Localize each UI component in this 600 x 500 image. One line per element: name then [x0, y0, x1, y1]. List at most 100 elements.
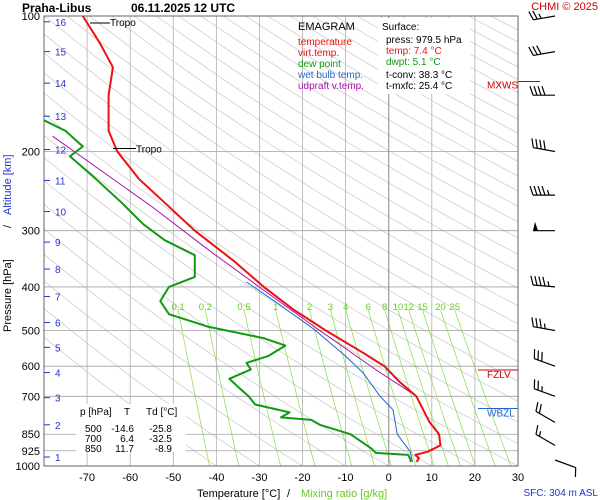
- altitude-tick-label: 3: [55, 394, 61, 405]
- wind-barb-staff: [533, 284, 556, 288]
- wind-barb-feather: [533, 349, 536, 359]
- wind-barb-pennant: [533, 221, 538, 231]
- mixing-ratio-line: [440, 309, 496, 466]
- wind-barb-feather: [574, 467, 577, 478]
- altitude-tick-label: 4: [55, 369, 61, 380]
- series-dew-point: [44, 119, 412, 463]
- dry-adiabat: [133, 16, 518, 255]
- pressure-tick-label: 100: [22, 11, 40, 23]
- altitude-tick-label: 16: [55, 18, 67, 29]
- temperature-tick-label: 0: [386, 472, 392, 484]
- wind-barb: [533, 379, 556, 397]
- legend-wet-bulb: wet bulb temp.: [297, 70, 363, 81]
- mixing-ratio-label: 0.1: [171, 302, 184, 313]
- wind-barbs: [528, 10, 577, 478]
- temperature-tick-label: -60: [122, 472, 138, 484]
- legend-updraft: udpraft v.temp.: [298, 81, 364, 92]
- mixing-ratio-line: [204, 309, 240, 466]
- altitude-tick-label: 7: [55, 293, 61, 304]
- levels-header-td: Td [°C]: [146, 407, 177, 418]
- wind-barb: [530, 275, 556, 288]
- altitude-tick-label: 14: [55, 79, 67, 90]
- temperature-tick-label: 20: [469, 472, 481, 484]
- wind-barb-feather: [533, 379, 536, 389]
- wind-barb-feather: [539, 318, 542, 329]
- mixing-ratio-line: [454, 309, 512, 466]
- pressure-tick-label: 300: [22, 226, 40, 238]
- wind-barb-feather: [529, 185, 534, 196]
- level-markers: MXWS FZLV WBZL Tropo Tropo: [90, 18, 540, 419]
- wind-barb: [531, 138, 556, 153]
- levels-row-td: -32.5: [149, 434, 172, 445]
- mixing-ratio-line: [367, 309, 417, 466]
- temperature-tick-label: -40: [208, 472, 224, 484]
- wind-barb-staff: [554, 459, 576, 469]
- xlabel-separator: /: [287, 488, 291, 500]
- mixing-ratio-label: 6: [366, 302, 371, 313]
- mixing-ratio-line: [408, 309, 461, 466]
- altitude-tick-label: 10: [55, 208, 67, 219]
- wind-barb-half-feather: [547, 281, 550, 287]
- mixing-ratio-label: 12: [404, 302, 415, 313]
- pressure-tick-label: 500: [22, 326, 40, 338]
- mixing-ratio-label: 8: [382, 302, 387, 313]
- mixing-ratio-line: [177, 309, 210, 466]
- wind-barb-feather: [537, 380, 539, 391]
- altitude-tick-label: 15: [55, 48, 67, 59]
- isobars: [44, 151, 518, 452]
- dry-adiabat: [44, 72, 518, 382]
- mixing-ratio-label: 20: [435, 302, 446, 313]
- tropopause-label: Tropo: [136, 145, 162, 156]
- dry-adiabat: [44, 33, 518, 343]
- wind-barb-feather: [532, 10, 538, 20]
- surface-title: Surface:: [382, 22, 419, 33]
- levels-header-p: p [hPa]: [80, 407, 112, 418]
- wind-barb: [533, 349, 556, 367]
- altitude-tick-label: 13: [55, 112, 67, 123]
- mixing-ratio-label: 2: [307, 302, 312, 313]
- mixing-ratio-lines: [177, 309, 512, 466]
- surface-tmxfc: t-mxfc: 25.4 °C: [386, 81, 452, 92]
- series-temperature: [81, 16, 442, 463]
- dry-adiabat: [178, 16, 518, 223]
- wind-barb-feather: [528, 46, 534, 56]
- mixing-ratio-line: [243, 309, 281, 466]
- levels-row-t: 11.7: [115, 444, 134, 455]
- mixing-ratio-line: [345, 309, 392, 466]
- levels-table: p [hPa] T Td [°C] 500 -14.6 -25.8 700 6.…: [76, 404, 186, 455]
- wind-barb-feather: [531, 138, 534, 148]
- wind-barb-staff: [534, 358, 556, 367]
- surface-elevation: SFC: 304 m ASL: [524, 488, 599, 499]
- wind-barb-staff: [535, 433, 556, 446]
- altitude-tick-label: 11: [55, 177, 66, 188]
- legend: EMAGRAM temperature virt.temp. dew point…: [297, 21, 364, 92]
- mixing-ratio-label: 1: [273, 302, 278, 313]
- wind-barb-feather: [535, 317, 538, 328]
- temperature-tick-label: -30: [252, 472, 268, 484]
- wind-barb-staff: [533, 326, 556, 332]
- wind-barb: [528, 10, 556, 21]
- wind-barb-feather: [538, 276, 542, 286]
- pressure-tick-label: 850: [22, 429, 40, 441]
- levels-header-t: T: [124, 407, 130, 418]
- dry-adiabat: [44, 92, 518, 402]
- wind-barb-feather: [537, 185, 542, 196]
- levels-row-p: 700: [85, 434, 102, 445]
- wind-barb: [529, 86, 555, 96]
- levels-table-bg: [76, 404, 186, 452]
- series-udpraft-v-temp: [52, 135, 417, 397]
- temperature-tick-labels: -70 -60 -50 -40 -30 -20 -10 0 10 20 30: [79, 472, 524, 484]
- levels-row-t: 6.4: [120, 434, 134, 445]
- dry-adiabat: [155, 16, 518, 239]
- mixing-ratio-axis-label: Mixing ratio [g/kg]: [301, 488, 387, 500]
- levels-row-t: -14.6: [111, 424, 134, 435]
- wind-barb-feather: [539, 139, 542, 150]
- wind-barb-half-feather: [546, 189, 550, 196]
- mixing-ratio-label: 15: [417, 302, 428, 313]
- legend-virt-temp: virt.temp.: [298, 48, 339, 59]
- temperature-tick-label: -50: [165, 472, 181, 484]
- wind-barb-half-feather: [538, 13, 542, 19]
- altitude-tick-label: 5: [55, 343, 61, 354]
- wind-barb-half-feather: [538, 431, 542, 437]
- pressure-tick-label: 925: [22, 446, 40, 458]
